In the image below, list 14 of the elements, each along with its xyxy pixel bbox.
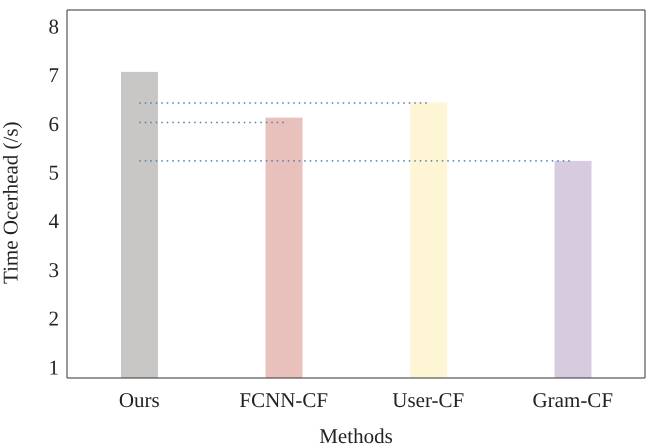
x-tick-label: User-CF xyxy=(392,388,464,412)
x-tick-label: Gram-CF xyxy=(532,388,613,412)
y-axis-title: Time Ocerhead (/s) xyxy=(0,121,22,284)
y-tick-label: 2 xyxy=(48,306,59,331)
y-tick-label: 1 xyxy=(48,355,59,380)
y-tick-label: 7 xyxy=(48,63,59,88)
x-tick-label: FCNN-CF xyxy=(239,388,328,412)
y-tick-label: 3 xyxy=(48,258,59,282)
y-tick-label: 5 xyxy=(48,160,59,185)
y-tick-label: 8 xyxy=(48,14,59,39)
y-tick-label: 4 xyxy=(48,209,60,234)
y-tick-label: 6 xyxy=(48,112,59,136)
x-tick-label: Ours xyxy=(118,388,160,412)
x-axis-title: Methods xyxy=(319,424,393,445)
